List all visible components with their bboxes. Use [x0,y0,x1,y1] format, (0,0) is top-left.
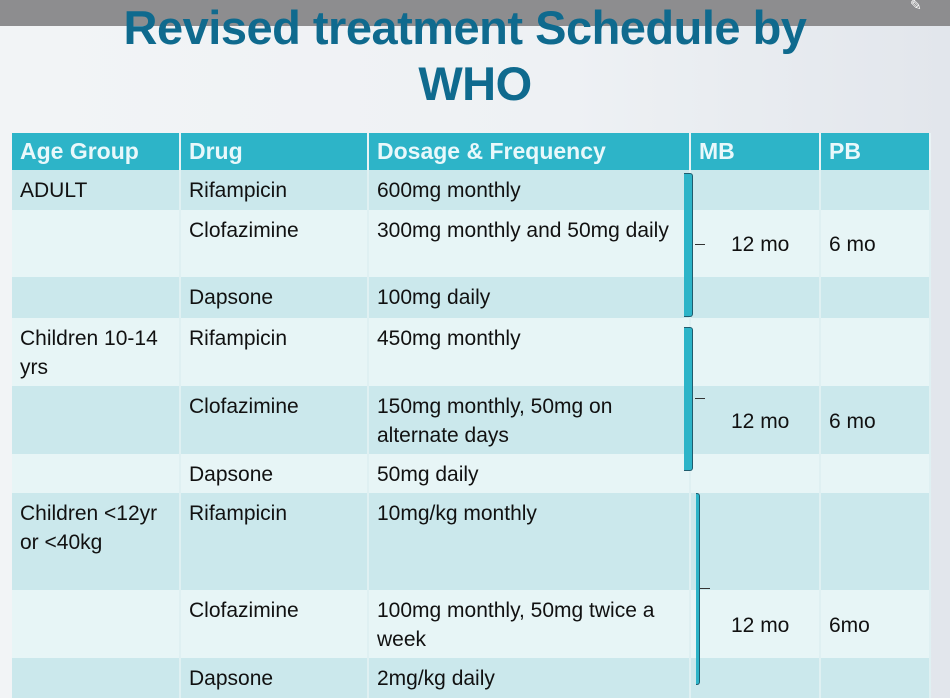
dosage-cell: 450mg monthly [368,318,691,386]
dosage-cell: 150mg monthly, 50mg on alternate days [368,386,691,454]
dosage-cell: 100mg daily [368,277,691,318]
age-cell: Children <12yr or <40kg [12,493,181,590]
dosage-cell: 600mg monthly [368,170,691,210]
age-cell [12,454,181,493]
drug-cell: Rifampicin [180,318,369,386]
drug-cell: Clofazimine [180,590,369,658]
age-cell [12,590,181,658]
group-bracket [696,493,700,685]
age-cell: Children 10-14 yrs [12,318,181,386]
mb-cell [690,170,821,210]
dosage-cell: 10mg/kg monthly [368,493,691,590]
bracket-tick [695,244,705,245]
table-row: Children 10-14 yrs Rifampicin 450mg monthl… [12,318,931,386]
mb-cell [690,493,821,590]
drug-cell: Rifampicin [180,493,369,590]
mb-cell: 12 mo [690,210,821,277]
drug-cell: Clofazimine [180,386,369,454]
bracket-tick [695,398,705,399]
slide-title: Revised treatment Schedule by WHO [123,1,807,110]
pb-cell [820,277,931,318]
pb-cell [820,493,931,590]
drug-cell: Dapsone [180,454,369,493]
age-cell [12,277,181,318]
dosage-cell: 300mg monthly and 50mg daily [368,210,691,277]
treatment-table: Age Group Drug Dosage & Frequency MB PB … [12,133,931,698]
table-row: Children <12yr or <40kg Rifampicin 10mg/kg… [12,493,931,590]
header-pb: PB [820,133,931,170]
drug-cell: Dapsone [180,277,369,318]
bracket-tick [700,588,710,589]
pb-cell [820,454,931,493]
table-row: Dapsone 50mg daily [12,454,931,493]
table-row: Clofazimine 300mg monthly and 50mg daily 1… [12,210,931,277]
header-age-group: Age Group [12,133,181,170]
dosage-cell: 50mg daily [368,454,691,493]
dosage-cell: 2mg/kg daily [368,658,691,698]
mb-cell [690,454,821,493]
age-cell [12,386,181,454]
dosage-cell: 100mg monthly, 50mg twice a week [368,590,691,658]
header-mb: MB [690,133,821,170]
table-row: ADULT Rifampicin 600mg monthly [12,170,931,210]
pb-cell: 6 mo [820,386,931,454]
pb-cell: 6 mo [820,210,931,277]
table-row: Clofazimine 100mg monthly, 50mg twice a w… [12,590,931,658]
pb-cell [820,170,931,210]
pb-cell [820,658,931,698]
pb-cell [820,318,931,386]
age-cell: ADULT [12,170,181,210]
table-row: Dapsone 2mg/kg daily [12,658,931,698]
mb-cell [690,277,821,318]
pb-cell: 6mo [820,590,931,658]
table-header-row: Age Group Drug Dosage & Frequency MB PB [12,133,931,170]
table-row: Clofazimine 150mg monthly, 50mg on altern… [12,386,931,454]
age-cell [12,658,181,698]
drug-cell: Rifampicin [180,170,369,210]
pen-icon[interactable]: ✎ [910,0,922,13]
group-bracket [684,173,693,317]
top-band [0,0,950,26]
table-row: Dapsone 100mg daily [12,277,931,318]
mb-cell: 12 mo [690,590,821,658]
group-bracket [684,327,693,471]
drug-cell: Clofazimine [180,210,369,277]
mb-cell: 12 mo [690,386,821,454]
age-cell [12,210,181,277]
drug-cell: Dapsone [180,658,369,698]
header-drug: Drug [180,133,369,170]
header-dosage: Dosage & Frequency [368,133,691,170]
mb-cell [690,658,821,698]
mb-cell [690,318,821,386]
